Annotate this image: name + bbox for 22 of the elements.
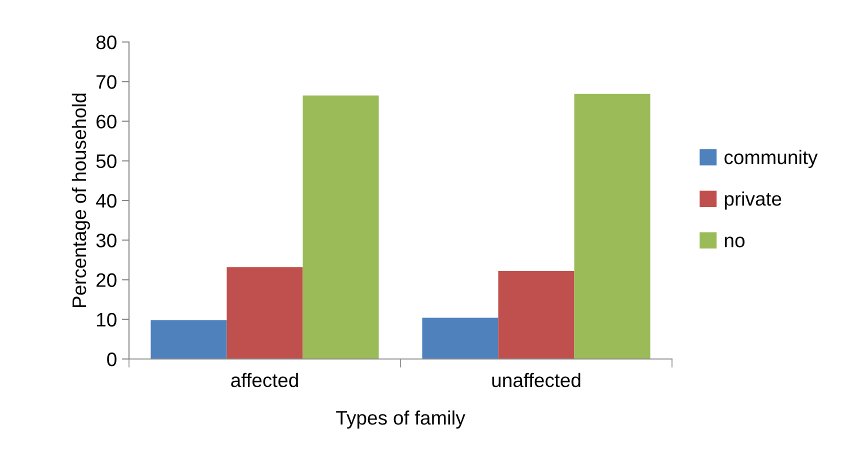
bar xyxy=(498,271,574,359)
x-tick-label: unaffected xyxy=(492,372,580,388)
y-tick-label: 0 xyxy=(107,352,116,366)
y-tick-label: 60 xyxy=(96,114,116,128)
y-tick-label: 80 xyxy=(96,35,116,50)
bar xyxy=(150,320,227,359)
y-tick-label: 40 xyxy=(96,194,116,208)
legend-label: private xyxy=(724,191,782,210)
x-axis-title: Types of family xyxy=(336,410,466,429)
bar xyxy=(302,95,379,359)
x-tick-label: affected xyxy=(231,372,298,388)
y-tick-label: 50 xyxy=(96,154,116,168)
legend-label: community xyxy=(724,150,818,168)
y-tick-label: 10 xyxy=(97,312,116,327)
y-tick-label: 70 xyxy=(96,75,116,89)
y-tick-label: 30 xyxy=(96,234,116,248)
y-axis-title: Percentage of household xyxy=(72,94,90,308)
bar xyxy=(422,318,498,359)
legend-label: no xyxy=(724,236,745,248)
y-tick-label: 20 xyxy=(96,273,116,287)
bar xyxy=(574,94,650,359)
bar xyxy=(226,267,303,359)
